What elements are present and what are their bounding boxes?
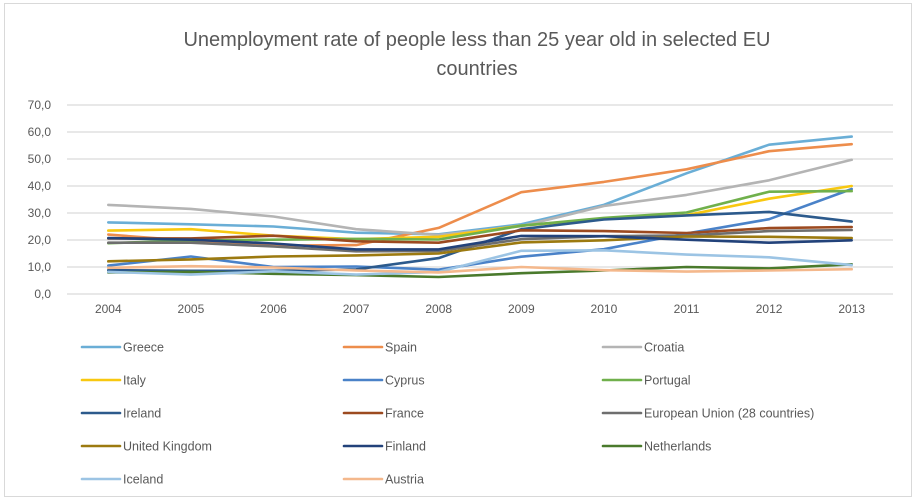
legend-item-austria: Austria (342, 473, 424, 487)
chart-title-line-1: Unemployment rate of people less than 25… (183, 29, 770, 51)
x-tick-label: 2010 (591, 302, 618, 316)
x-tick-label: 2011 (674, 302, 700, 316)
legend-label: Portugal (644, 374, 691, 388)
legend-label: Cyprus (385, 374, 425, 388)
legend-label: Greece (123, 341, 164, 355)
legend-label: Ireland (123, 407, 161, 421)
legend-label: United Kingdom (123, 440, 212, 454)
legend: Greece Spain Croatia Italy Cyprus Portugal Ire… (80, 341, 814, 487)
series-line-cyprus (107, 187, 854, 272)
series-line-france (107, 225, 854, 244)
legend-item-portugal: Portugal (601, 374, 691, 388)
x-tick-label: 2004 (95, 302, 122, 316)
x-tick-label: 2012 (756, 302, 783, 316)
legend-item-united-kingdom: United Kingdom (80, 440, 212, 454)
legend-item-croatia: Croatia (601, 341, 684, 355)
y-tick-label: 10,0 (28, 260, 52, 274)
x-tick-label: 2005 (178, 302, 205, 316)
series-line-united-kingdom (107, 235, 854, 263)
legend-label: Austria (385, 473, 424, 487)
series-line-italy (107, 184, 854, 241)
y-tick-label: 30,0 (28, 206, 52, 220)
series-line-european-union-28-countries (107, 228, 854, 253)
x-tick-label: 2006 (260, 302, 287, 316)
y-tick-label: 20,0 (28, 233, 52, 247)
line-chart: Unemployment rate of people less than 25… (28, 29, 893, 487)
x-tick-label: 2008 (425, 302, 452, 316)
x-tick-label: 2009 (508, 302, 535, 316)
legend-item-france: France (342, 407, 424, 421)
series-line-finland (107, 234, 854, 251)
legend-label: Iceland (123, 473, 163, 487)
legend-item-cyprus: Cyprus (342, 374, 425, 388)
legend-item-iceland: Iceland (80, 473, 163, 487)
series-line-austria (107, 264, 854, 274)
y-tick-label: 40,0 (28, 179, 52, 193)
legend-label: Italy (123, 374, 147, 388)
x-tick-label: 2013 (838, 302, 865, 316)
y-tick-label: 0,0 (34, 287, 51, 301)
chart-frame: Unemployment rate of people less than 25… (4, 3, 912, 497)
legend-item-finland: Finland (342, 440, 426, 454)
legend-label: European Union (28 countries) (644, 407, 814, 421)
chart-title-line-2: countries (436, 58, 517, 80)
series-line-portugal (107, 189, 854, 245)
y-axis-ticks: 0,0 10,0 20,0 30,0 40,0 50,0 60,0 70,0 (28, 98, 52, 301)
y-tick-label: 50,0 (28, 152, 52, 166)
x-axis-ticks: 2004 2005 2006 2007 2008 2009 2010 2011 2012 2013 (95, 302, 865, 316)
y-tick-label: 60,0 (28, 125, 52, 139)
legend-item-greece: Greece (80, 341, 164, 355)
legend-item-spain: Spain (342, 341, 417, 355)
x-tick-label: 2007 (343, 302, 370, 316)
chart-title: Unemployment rate of people less than 25… (183, 29, 770, 80)
legend-item-italy: Italy (80, 374, 147, 388)
series-line-spain (107, 142, 854, 247)
legend-item-ireland: Ireland (80, 407, 161, 421)
legend-label: Spain (385, 341, 417, 355)
legend-label: Finland (385, 440, 426, 454)
legend-label: Netherlands (644, 440, 711, 454)
legend-item-netherlands: Netherlands (601, 440, 711, 454)
legend-label: France (385, 407, 424, 421)
series-line-iceland (107, 249, 854, 276)
legend-label: Croatia (644, 341, 684, 355)
series-lines (107, 135, 854, 279)
legend-item-european-union-28-countries: European Union (28 countries) (601, 407, 814, 421)
y-tick-label: 70,0 (28, 98, 52, 112)
